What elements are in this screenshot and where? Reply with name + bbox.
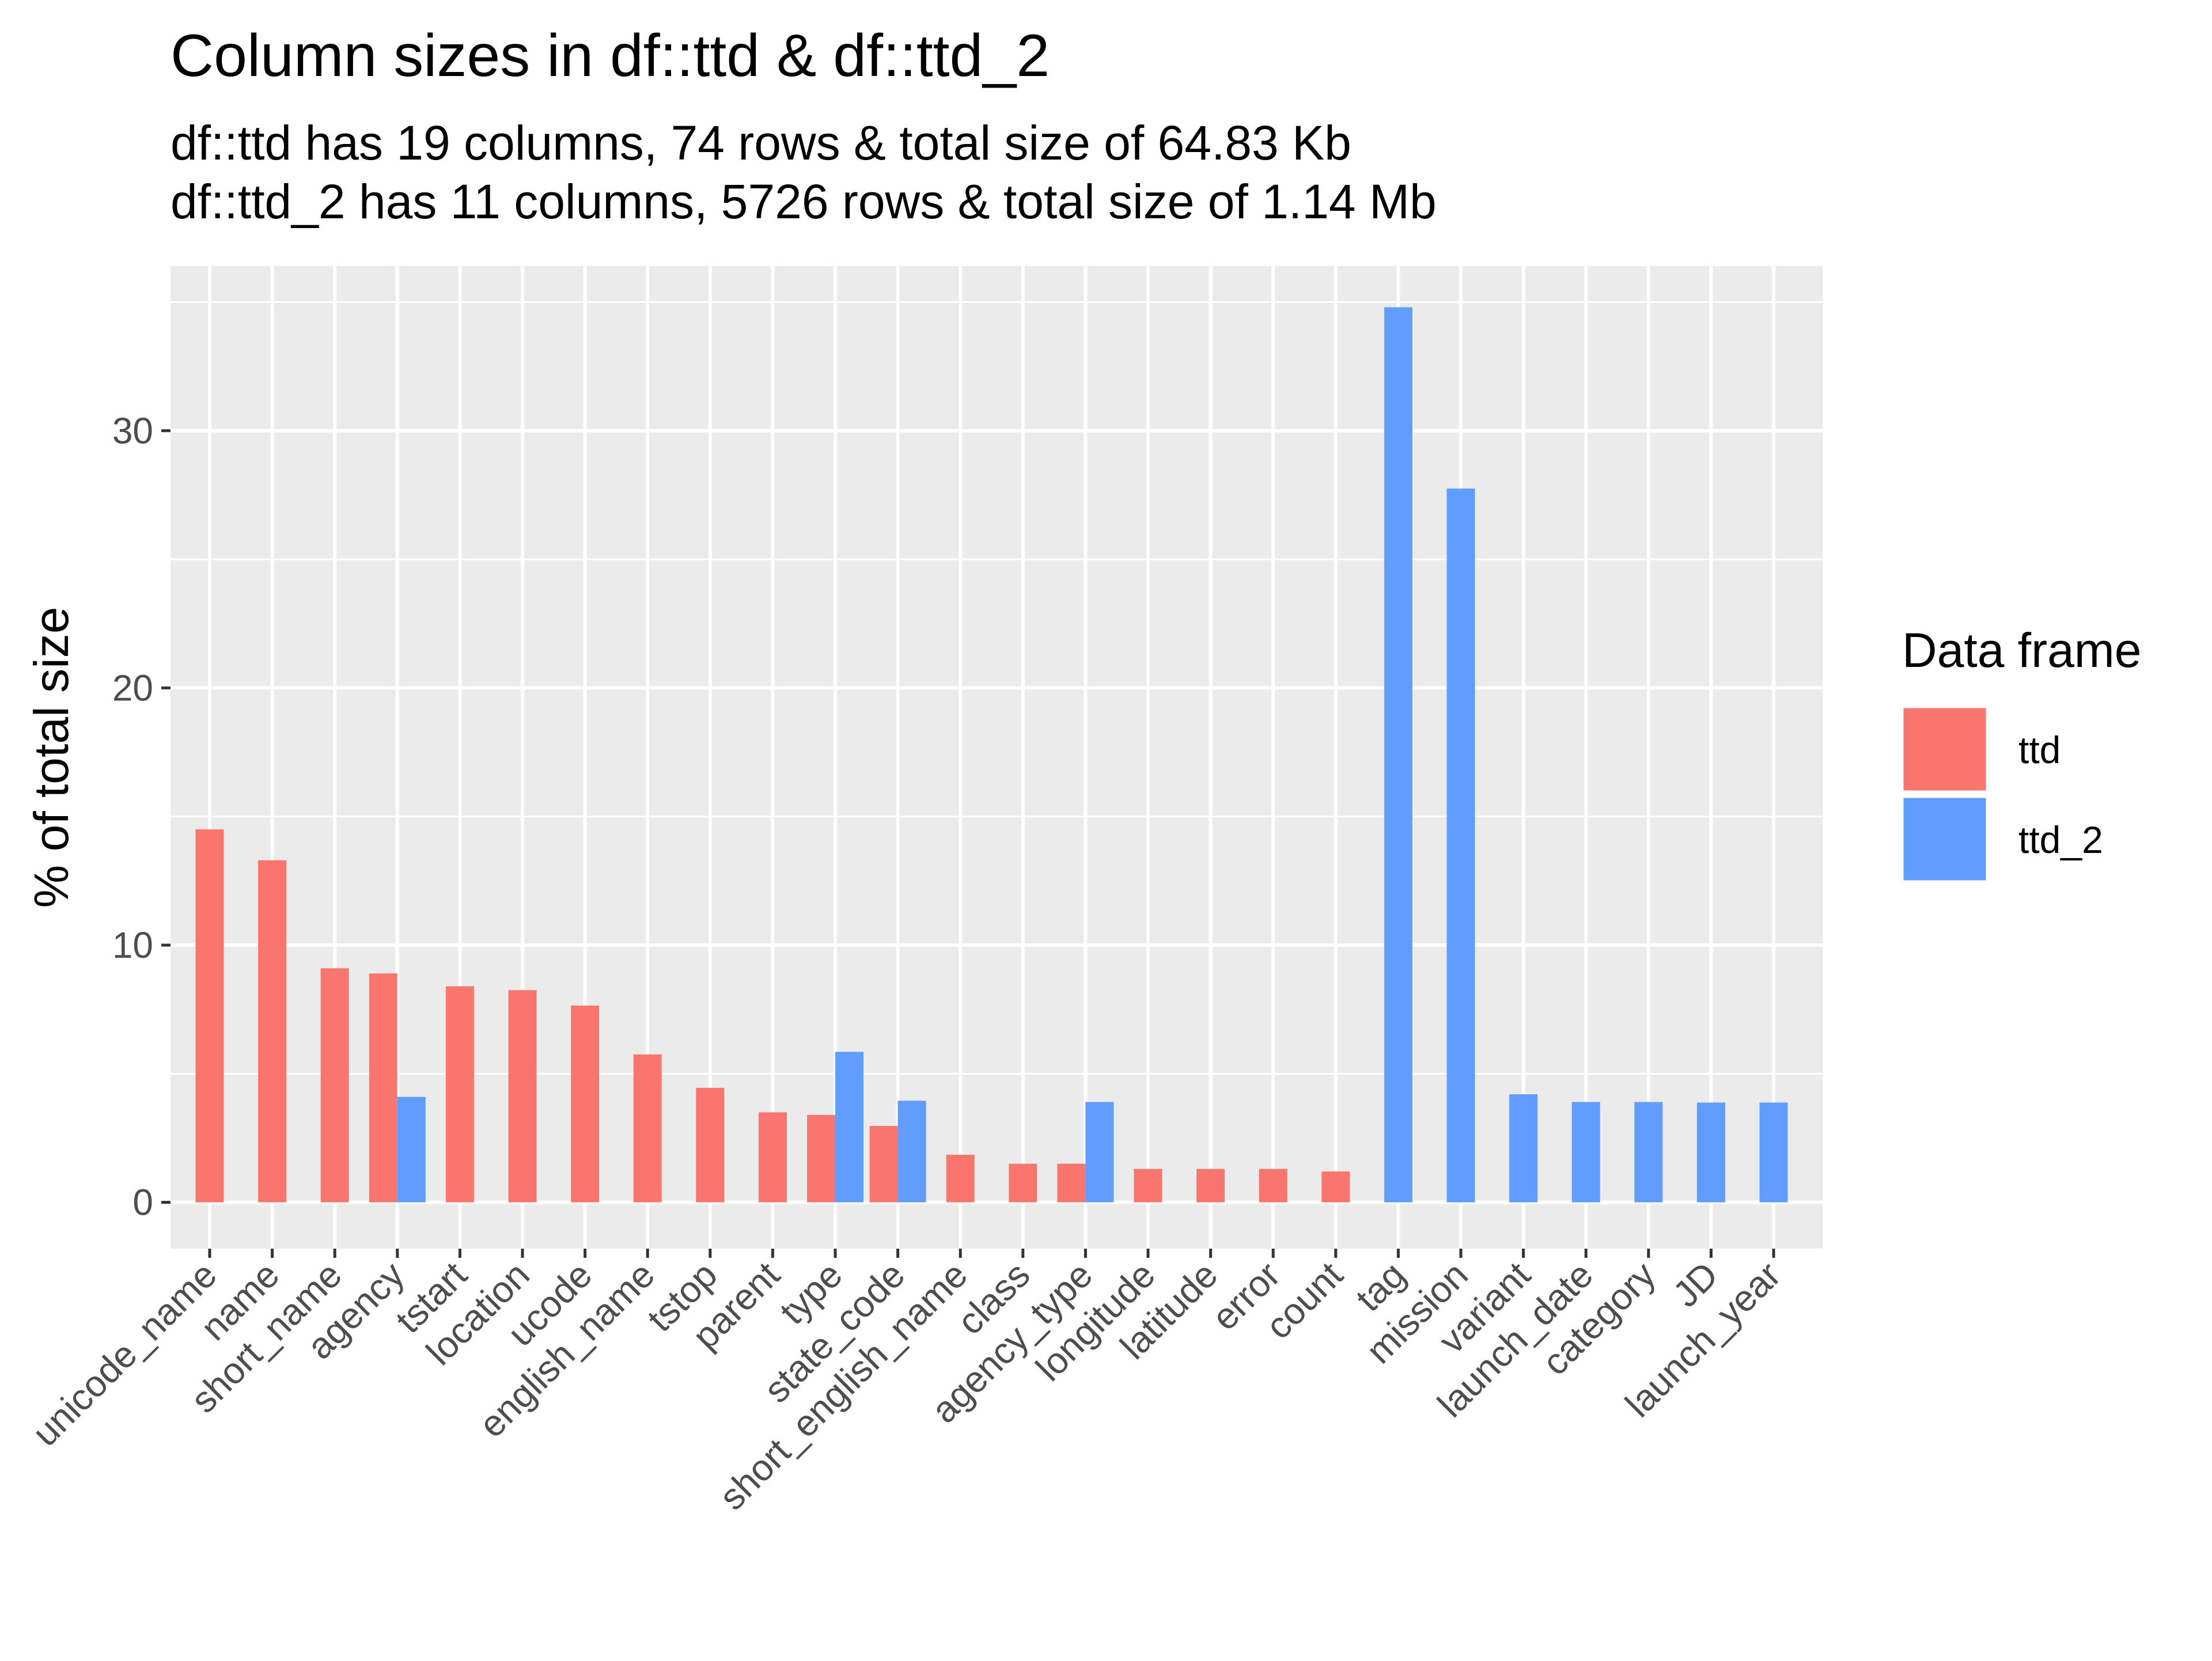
bar-ttd-agency_type bbox=[1057, 1163, 1086, 1203]
chart-subtitle-line-1: df::ttd has 19 columns, 74 rows & total … bbox=[171, 116, 1351, 170]
bar-ttd_2-launch_year bbox=[1759, 1102, 1788, 1203]
bar-ttd_2-JD bbox=[1696, 1102, 1725, 1203]
bar-ttd_2-tag bbox=[1384, 307, 1412, 1203]
bar-ttd_2-type bbox=[835, 1052, 863, 1203]
bar-ttd_2-agency_type bbox=[1085, 1102, 1114, 1203]
bar-ttd-english_name bbox=[633, 1054, 662, 1203]
y-axis: 0 10 20 30 bbox=[112, 410, 171, 1223]
bar-ttd-latitude bbox=[1196, 1169, 1225, 1203]
bar-ttd-tstop bbox=[696, 1087, 725, 1203]
legend-label-ttd_2: ttd_2 bbox=[2018, 818, 2103, 861]
bar-ttd_2-agency bbox=[397, 1097, 426, 1203]
y-tick-label: 0 bbox=[132, 1182, 153, 1223]
bar-ttd-class bbox=[1009, 1163, 1037, 1203]
bar-ttd_2-launch_date bbox=[1571, 1102, 1600, 1203]
y-tick-label: 30 bbox=[112, 410, 153, 452]
bar-ttd-parent bbox=[758, 1112, 787, 1203]
y-tick-label: 10 bbox=[112, 924, 153, 966]
bar-ttd-count bbox=[1321, 1171, 1350, 1203]
legend-title: Data frame bbox=[1902, 623, 2142, 677]
legend-key-ttd bbox=[1900, 705, 1989, 794]
bar-ttd-ucode bbox=[571, 1005, 600, 1203]
bar-ttd-unicode_name bbox=[195, 829, 224, 1203]
y-axis-title: % of total size bbox=[24, 607, 78, 908]
bar-ttd-short_english_name bbox=[946, 1154, 975, 1203]
bar-ttd_2-category bbox=[1634, 1102, 1663, 1203]
bar-ttd-location bbox=[508, 990, 537, 1203]
bar-ttd-tstart bbox=[445, 986, 474, 1203]
bar-ttd-agency bbox=[369, 973, 397, 1203]
legend-key-ttd_2 bbox=[1900, 795, 1989, 883]
bar-ttd-type bbox=[807, 1114, 835, 1203]
bars bbox=[195, 307, 1788, 1203]
bar-ttd_2-state_code bbox=[897, 1101, 926, 1203]
chart-subtitle-line-2: df::ttd_2 has 11 columns, 5726 rows & to… bbox=[171, 175, 1437, 229]
x-axis: unicode_namenameshort_nameagencytstartlo… bbox=[24, 1249, 1789, 1518]
y-tick-label: 20 bbox=[112, 667, 153, 708]
bar-ttd-error bbox=[1259, 1169, 1287, 1203]
bar-ttd-state_code bbox=[869, 1125, 898, 1203]
legend-label-ttd: ttd bbox=[2018, 729, 2061, 771]
x-tick-label: unicode_name bbox=[24, 1254, 225, 1454]
bar-ttd-longitude bbox=[1134, 1169, 1162, 1203]
chart-title: Column sizes in df::ttd & df::ttd_2 bbox=[171, 22, 1050, 89]
bar-ttd-short_name bbox=[320, 968, 349, 1203]
bar-ttd-name bbox=[258, 860, 287, 1203]
legend: Data frame ttd ttd_2 bbox=[1900, 623, 2142, 883]
bar-ttd_2-mission bbox=[1446, 488, 1475, 1203]
bar-ttd_2-variant bbox=[1509, 1094, 1538, 1203]
